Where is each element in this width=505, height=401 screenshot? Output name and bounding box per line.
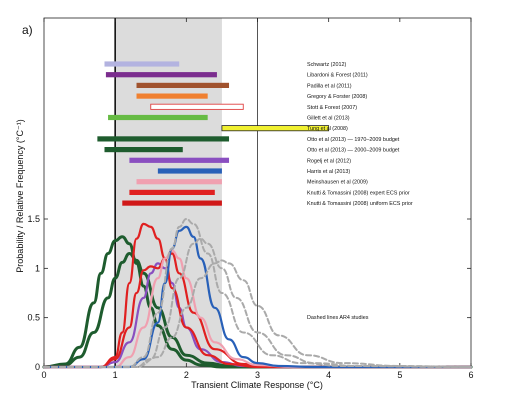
pdf-curve	[42, 249, 473, 369]
range-label: Knutti & Tomassini (2008) uniform ECS pr…	[307, 201, 413, 207]
range-label: Tung et al (2008)	[307, 126, 348, 132]
x-tick-label: 2	[184, 370, 189, 380]
y-tick-label: 0	[35, 362, 40, 372]
range-bar	[150, 103, 244, 110]
range-bar	[108, 114, 208, 121]
ar4-pdf-curve	[43, 218, 472, 369]
range-label: Gregory & Forster (2008)	[307, 94, 367, 100]
x-tick-label: 4	[326, 370, 331, 380]
range-bar	[157, 168, 222, 174]
x-tick-label: 0	[41, 370, 46, 380]
range-bar	[129, 189, 215, 195]
range-label: Rogelj et al (2012)	[307, 158, 351, 164]
ar4-note: Dashed lines AR4 studies	[307, 315, 369, 321]
range-label: Gillett et al (2013)	[307, 116, 350, 122]
range-bar	[97, 136, 230, 142]
panel-label: a)	[22, 23, 33, 37]
pdf-curve	[42, 225, 473, 369]
range-bar	[122, 200, 222, 206]
x-tick-label: 6	[468, 370, 473, 380]
range-bar	[136, 82, 230, 88]
range-bar	[221, 125, 330, 132]
range-label: Otto et al (2013) — 2000–2009 budget	[307, 148, 400, 154]
range-label: Knutti & Tomassini (2008) expert ECS pri…	[307, 190, 410, 196]
x-tick-label: 3	[255, 370, 260, 380]
range-bar	[129, 157, 230, 163]
range-label: Libardoni & Forest (2011)	[307, 73, 368, 79]
y-tick-label: 1	[35, 263, 40, 273]
y-tick-label: 1.5	[27, 214, 40, 224]
pdf-curve	[42, 222, 473, 369]
range-bar	[136, 179, 222, 185]
x-axis-label: Transient Climate Response (°C)	[191, 380, 323, 390]
range-bar	[104, 61, 180, 67]
range-label: Otto et al (2013) — 1970–2009 budget	[307, 137, 400, 143]
pdf-curve	[42, 235, 473, 369]
range-bar	[105, 72, 217, 78]
range-bar	[136, 93, 208, 99]
range-label: Harris et al (2013)	[307, 169, 350, 175]
range-label: Stott & Forest (2007)	[307, 105, 357, 111]
y-tick-label: 0.5	[27, 313, 40, 323]
ar4-pdf-curve	[43, 259, 472, 369]
x-tick-label: 1	[113, 370, 118, 380]
range-bar	[104, 147, 183, 153]
range-label: Meinshausen et al (2009)	[307, 180, 368, 186]
x-tick-label: 5	[397, 370, 402, 380]
range-label: Padilla et al (2011)	[307, 83, 352, 89]
range-label: Schwartz (2012)	[307, 62, 346, 68]
y-axis-label: Probability / Relative Frequency (°C⁻¹)	[15, 119, 25, 272]
